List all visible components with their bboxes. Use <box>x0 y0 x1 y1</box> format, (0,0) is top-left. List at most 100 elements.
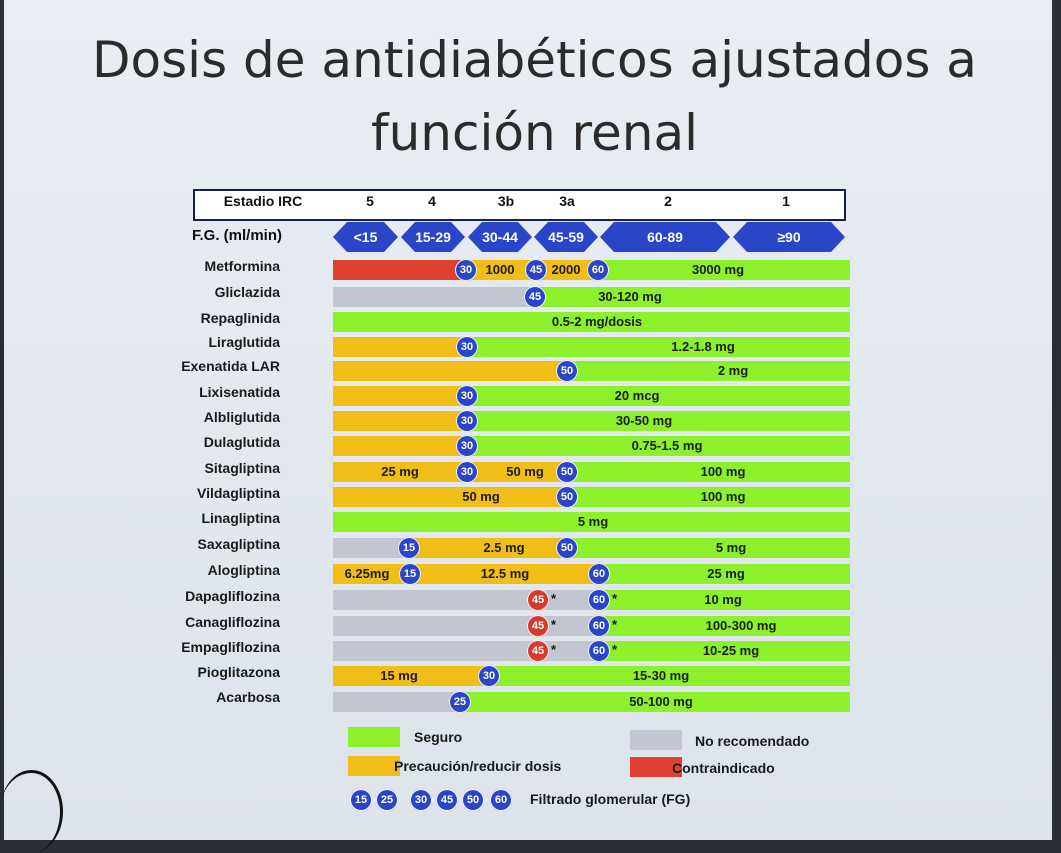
footnote-star: * <box>551 591 557 606</box>
footnote-star: * <box>551 617 557 632</box>
dose-text: 10 mg <box>704 592 742 607</box>
segment-safe <box>467 436 850 456</box>
row-empagliflozina: 45 * 60 * 10-25 mg <box>333 640 850 662</box>
dose-text: 2000 <box>551 262 581 277</box>
fg-marker-50: 50 <box>556 461 578 483</box>
fg-marker-30: 30 <box>456 435 478 457</box>
fg-range-45-59: 45-59 <box>548 229 584 245</box>
drug-label: Exenatida LAR <box>181 358 280 374</box>
legend-fg-marker: 30 <box>410 789 432 811</box>
dose-text: 3000 mg <box>691 262 745 277</box>
drug-label: Metformina <box>204 258 280 274</box>
fg-marker-45: 45 <box>524 286 546 308</box>
segment-caution <box>333 386 467 406</box>
row-exenatida-lar: 50 2 mg <box>333 360 850 382</box>
dose-text: 2 mg <box>717 363 749 378</box>
fg-marker-30: 30 <box>456 410 478 432</box>
segment-contraindicated <box>333 260 466 280</box>
row-metformina: 30 1000 45 2000 60 3000 mg <box>333 259 850 281</box>
fg-marker-30: 30 <box>455 259 477 281</box>
segment-safe <box>599 616 850 636</box>
dose-text: 15 mg <box>380 668 418 683</box>
dose-text: 5 mg <box>715 540 747 555</box>
dose-text: 100 mg <box>700 464 746 479</box>
fg-marker-25: 25 <box>449 691 471 713</box>
footnote-star: * <box>612 617 618 632</box>
row-liraglutida: 30 1.2-1.8 mg <box>333 336 850 358</box>
row-saxagliptina: 15 2.5 mg 50 5 mg <box>333 537 850 559</box>
legend-safe: Seguro <box>414 729 463 745</box>
dose-text: 15-30 mg <box>632 668 690 683</box>
segment-not-recommended <box>333 641 599 661</box>
row-dulaglutida: 30 0.75-1.5 mg <box>333 435 850 457</box>
drug-label: Dapagliflozina <box>185 588 280 604</box>
fg-range-ge90: ≥90 <box>777 229 801 245</box>
dose-text: 10-25 mg <box>702 643 760 658</box>
fg-marker-30: 30 <box>478 665 500 687</box>
row-dapagliflozina: 45 * 60 * 10 mg <box>333 589 850 611</box>
dose-text: 2.5 mg <box>483 540 525 555</box>
row-pioglitazona: 15 mg 30 15-30 mg <box>333 665 850 687</box>
drug-label: Alogliptina <box>207 562 280 578</box>
legend-swatch-safe <box>348 727 400 747</box>
legend-swatch-contraindicated <box>630 757 682 777</box>
segment-not-recommended <box>333 287 535 307</box>
segment-caution <box>333 361 567 381</box>
legend-fg-marker: 25 <box>376 789 398 811</box>
fg-range-arrow: 30-44 <box>468 222 532 252</box>
drug-label: Gliclazida <box>214 284 280 300</box>
segment-safe <box>599 590 850 610</box>
stage-1: 1 <box>782 193 790 209</box>
drug-label: Canagliflozina <box>185 614 280 630</box>
legend-contraindicated: Contraindicado <box>672 760 775 776</box>
fg-range-lt15: <15 <box>353 229 378 245</box>
segment-safe <box>467 386 850 406</box>
fg-marker-60: 60 <box>587 259 609 281</box>
legend-fg-marker: 45 <box>436 789 458 811</box>
dose-text: 30-120 mg <box>598 289 662 304</box>
drug-label: Empagliflozina <box>181 639 280 655</box>
fg-marker-15: 15 <box>398 537 420 559</box>
segment-caution <box>333 436 467 456</box>
segment-caution <box>333 462 567 482</box>
row-linagliptina: 5 mg <box>333 512 850 532</box>
drug-label: Saxagliptina <box>197 536 280 552</box>
dose-text: 50 mg <box>462 489 500 504</box>
segment-safe <box>567 462 850 482</box>
row-acarbosa: 25 50-100 mg <box>333 691 850 713</box>
fg-range-arrow: ≥90 <box>733 222 845 252</box>
dose-text: 20 mcg <box>614 388 660 403</box>
segment-safe <box>567 487 850 507</box>
fg-marker-50: 50 <box>556 537 578 559</box>
dose-text: 100 mg <box>700 489 746 504</box>
fg-marker-60: 60 <box>588 563 610 585</box>
row-vildagliptina: 50 mg 50 100 mg <box>333 486 850 508</box>
row-repaglinida: 0.5-2 mg/dosis <box>333 312 850 332</box>
fg-range-arrow: 15-29 <box>401 222 465 252</box>
legend-fg: Filtrado glomerular (FG) <box>530 791 691 807</box>
drug-label: Acarbosa <box>216 689 280 705</box>
segment-caution <box>333 666 489 686</box>
legend-swatch-caution <box>348 756 400 776</box>
segment-caution <box>333 487 567 507</box>
legend-fg-marker: 50 <box>462 789 484 811</box>
segment-safe <box>567 361 850 381</box>
drug-label: Pioglitazona <box>197 664 280 680</box>
segment-safe <box>333 312 850 332</box>
dose-text: 50 mg <box>506 464 544 479</box>
row-sitagliptina: 25 mg 30 50 mg 50 100 mg <box>333 461 850 483</box>
legend-fg-marker: 15 <box>350 789 372 811</box>
fg-marker-60: 60 <box>588 615 610 637</box>
fg-marker-45: 45 <box>527 589 549 611</box>
segment-safe <box>467 337 850 357</box>
segment-safe <box>489 666 850 686</box>
fg-marker-60: 60 <box>588 589 610 611</box>
legend-caution: Precaución/reducir dosis <box>394 758 562 774</box>
segment-not-recommended <box>333 692 460 712</box>
drug-label: Liraglutida <box>208 334 280 350</box>
row-albliglutida: 30 30-50 mg <box>333 410 850 432</box>
legend-swatch-not-recommended <box>630 730 682 750</box>
segment-caution <box>333 411 467 431</box>
fg-range-30-44: 30-44 <box>482 229 518 245</box>
segment-caution <box>409 538 567 558</box>
